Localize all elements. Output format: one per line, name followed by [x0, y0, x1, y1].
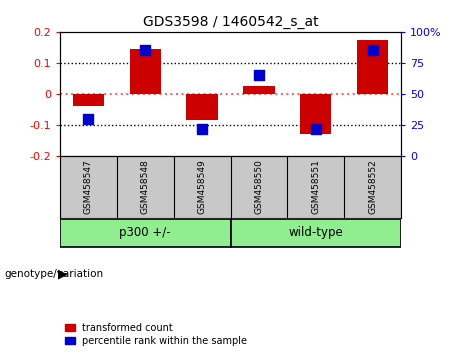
Bar: [300, 94, 331, 134]
FancyBboxPatch shape: [230, 219, 401, 247]
Bar: [73, 94, 104, 106]
Text: GSM458548: GSM458548: [141, 160, 150, 215]
Text: wild-type: wild-type: [289, 227, 343, 239]
Text: ▶: ▶: [58, 268, 67, 281]
Point: [198, 126, 206, 131]
Point: [85, 116, 92, 121]
Bar: [186, 94, 218, 120]
Title: GDS3598 / 1460542_s_at: GDS3598 / 1460542_s_at: [143, 16, 318, 29]
Text: GSM458551: GSM458551: [311, 160, 320, 215]
Point: [255, 73, 263, 78]
Legend: transformed count, percentile rank within the sample: transformed count, percentile rank withi…: [65, 323, 247, 346]
Text: GSM458547: GSM458547: [84, 160, 93, 215]
Text: genotype/variation: genotype/variation: [5, 269, 104, 279]
Text: GSM458552: GSM458552: [368, 160, 377, 215]
Point: [312, 126, 319, 131]
Point: [142, 48, 149, 53]
Bar: [130, 49, 161, 94]
Text: p300 +/-: p300 +/-: [119, 227, 171, 239]
FancyBboxPatch shape: [60, 219, 230, 247]
Text: GSM458550: GSM458550: [254, 160, 263, 215]
Bar: [357, 40, 388, 94]
Text: GSM458549: GSM458549: [198, 160, 207, 215]
Bar: [243, 86, 275, 94]
Point: [369, 48, 376, 53]
